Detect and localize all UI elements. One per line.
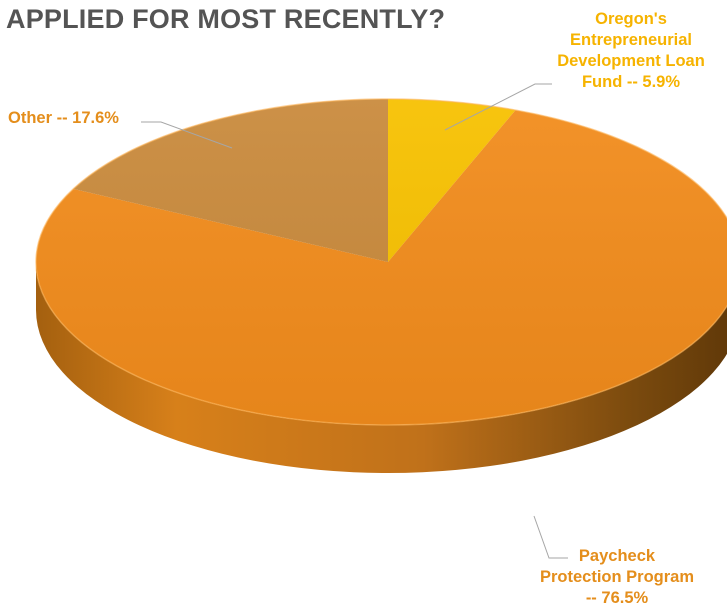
slice-label-ppp-line: -- 76.5% xyxy=(585,589,649,607)
pie-top-rim xyxy=(35,98,727,426)
slice-label-ppp-line: Protection Program xyxy=(539,568,695,586)
slice-label-oedlf-line: Entrepreneurial xyxy=(570,31,692,49)
pie-side-wall xyxy=(36,262,727,473)
slice-label-oedlf-line: Development Loan xyxy=(557,52,705,70)
leader-line-other xyxy=(141,121,233,149)
slice-label-oedlf-line: Fund -- 5.9% xyxy=(581,73,681,91)
slice-label-other-line: Other -- 17.6% xyxy=(8,109,119,127)
slice-label-ppp-line: Paycheck xyxy=(578,547,656,565)
slice-label-ppp: Paycheck Protection Program -- 76.5% xyxy=(512,546,722,609)
chart-title: APPLIED FOR MOST RECENTLY? xyxy=(6,4,446,34)
leader-line-ppp xyxy=(533,515,568,559)
slice-label-oedlf: Oregon's Entrepreneurial Development Loa… xyxy=(536,9,726,93)
slice-label-other: Other -- 17.6% xyxy=(8,108,119,129)
slice-label-oedlf-line: Oregon's xyxy=(595,10,667,28)
leader-line-oedlf xyxy=(444,83,552,131)
